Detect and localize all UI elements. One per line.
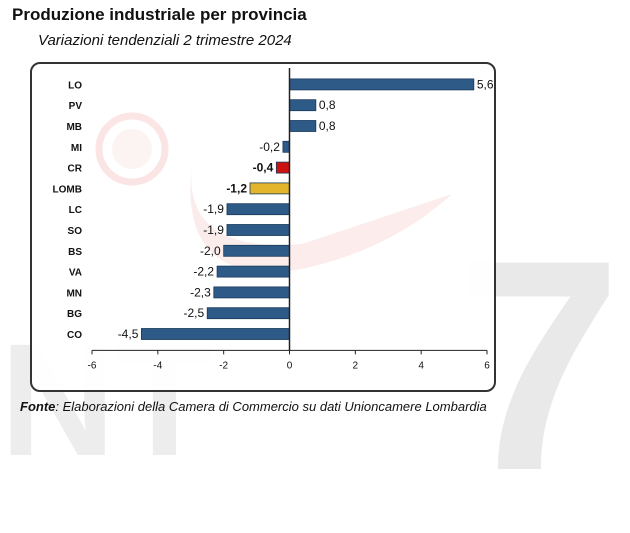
- value-label-lo: 5,6: [477, 77, 494, 91]
- category-label-lo: LO: [68, 80, 82, 91]
- chart-subtitle: Variazioni tendenziali 2 trimestre 2024: [38, 32, 292, 49]
- value-label-pv: 0,8: [319, 98, 336, 112]
- x-tick-label: 4: [418, 360, 424, 371]
- label-group: LO 5,6 PV 0,8 MB 0,8 MI -0,2 CR -0,4 LOMB -1,2 LC -1,…: [53, 77, 494, 341]
- value-label-mi: -0,2: [259, 140, 280, 154]
- chart-panel: LO 5,6 PV 0,8 MB 0,8 MI -0,2 CR -0,4 LOMB -1,2 LC -1,…: [30, 62, 496, 392]
- bar-mi: [282, 140, 290, 153]
- value-label-bs: -2,0: [200, 244, 221, 258]
- category-label-pv: PV: [69, 101, 83, 112]
- category-label-mb: MB: [66, 122, 82, 133]
- category-label-bg: BG: [67, 309, 82, 320]
- x-tick-label: -2: [219, 360, 228, 371]
- value-label-lc: -1,9: [203, 202, 224, 216]
- bar-co: [140, 328, 290, 340]
- axis-group: -6 -4 -2 0 2 4 6: [88, 68, 490, 371]
- watermark-logo: [95, 112, 452, 272]
- category-label-mn: MN: [66, 288, 82, 299]
- category-label-bs: BS: [68, 247, 82, 258]
- category-label-va: VA: [69, 268, 82, 279]
- value-label-bg: -2,5: [184, 306, 205, 320]
- bar-so: [226, 224, 290, 236]
- category-label-cr: CR: [68, 164, 83, 175]
- bar-bg: [206, 307, 290, 320]
- bar-pv: [289, 99, 317, 112]
- value-label-co: -4,5: [118, 327, 139, 341]
- value-label-mn: -2,3: [190, 285, 211, 299]
- value-label-va: -2,2: [193, 265, 214, 279]
- source-text: : Elaborazioni della Camera di Commercio…: [55, 399, 487, 414]
- x-tick-label: 6: [484, 360, 490, 371]
- bar-lc: [226, 203, 290, 216]
- category-label-lomb: LOMB: [53, 184, 82, 195]
- bar-lomb: [249, 182, 290, 195]
- category-label-so: SO: [68, 226, 83, 237]
- bar-cr: [275, 161, 290, 174]
- bar-mn: [213, 286, 290, 299]
- category-label-lc: LC: [69, 205, 82, 216]
- value-label-so: -1,9: [203, 223, 224, 237]
- bar-mb: [289, 120, 317, 132]
- source-note: Fonte: Elaborazioni della Camera di Comm…: [20, 399, 487, 414]
- bar-lo: [289, 78, 475, 91]
- bar-chart: LO 5,6 PV 0,8 MB 0,8 MI -0,2 CR -0,4 LOMB -1,2 LC -1,…: [53, 68, 494, 371]
- x-tick-label: 0: [287, 360, 293, 371]
- source-label: Fonte: [20, 399, 56, 414]
- bar-bs: [223, 244, 290, 257]
- x-tick-label: -6: [88, 360, 97, 371]
- category-label-co: CO: [67, 330, 82, 341]
- category-label-mi: MI: [71, 143, 82, 154]
- bar-va: [216, 265, 290, 278]
- x-tick-label: 2: [353, 360, 359, 371]
- value-label-mb: 0,8: [319, 119, 336, 133]
- value-label-lomb: -1,2: [226, 181, 247, 195]
- x-tick-label: -4: [153, 360, 162, 371]
- bar-group: [140, 78, 475, 340]
- value-label-cr: -0,4: [253, 161, 274, 175]
- chart-title: Produzione industriale per provincia: [12, 5, 307, 24]
